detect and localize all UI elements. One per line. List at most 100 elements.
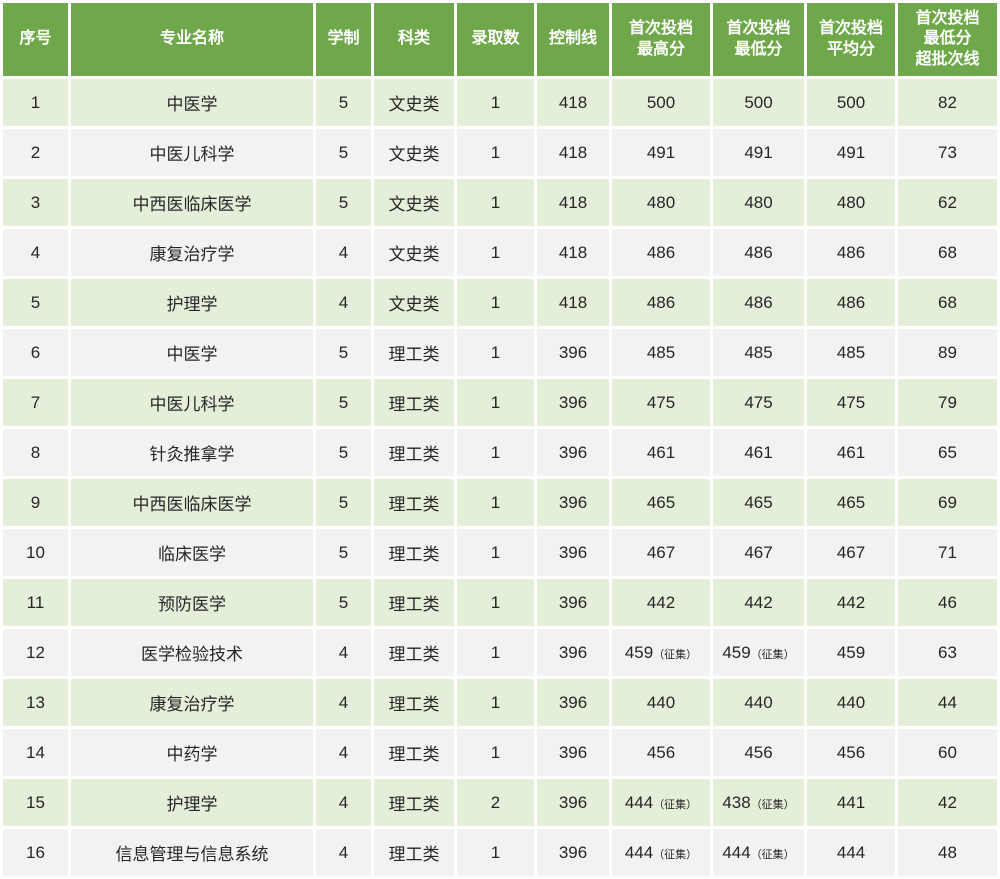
cell-serial: 2 (3, 129, 68, 176)
cell-major-name: 中西医临床医学 (71, 179, 313, 226)
supplementary-note: （征集） (750, 798, 795, 811)
table-row: 8 针灸推拿学 5 理工类 1 396 461 461 461 65 (3, 429, 997, 476)
cell-first-avg-score: 442 (807, 579, 895, 626)
cell-first-max-score: 480 (612, 179, 710, 226)
cell-first-max-score: 461 (612, 429, 710, 476)
score-value: 456 (646, 742, 676, 762)
col-header-subject-category: 科类 (374, 3, 454, 76)
cell-admitted-count: 1 (457, 229, 534, 276)
table-row: 6 中医学 5 理工类 1 396 485 485 485 89 (3, 329, 997, 376)
cell-first-avg-score: 461 (807, 429, 895, 476)
cell-admitted-count: 1 (457, 729, 534, 776)
cell-serial: 1 (3, 79, 68, 126)
cell-subject-category: 理工类 (374, 679, 454, 726)
cell-duration: 5 (316, 329, 371, 376)
table-row: 2 中医儿科学 5 文史类 1 418 491 491 491 73 (3, 129, 997, 176)
cell-admitted-count: 1 (457, 529, 534, 576)
cell-duration: 5 (316, 129, 371, 176)
cell-subject-category: 理工类 (374, 729, 454, 776)
cell-duration: 4 (316, 629, 371, 676)
score-value: 475 (646, 392, 676, 412)
table-row: 5 护理学 4 文史类 1 418 486 486 486 68 (3, 279, 997, 326)
cell-admitted-count: 2 (457, 779, 534, 826)
cell-first-min-score: 440 (713, 679, 804, 726)
cell-over-batch-line: 73 (898, 129, 997, 176)
score-value: 440 (744, 692, 773, 712)
cell-over-batch-line: 60 (898, 729, 997, 776)
cell-major-name: 中医儿科学 (71, 129, 313, 176)
cell-first-min-score: 465 (713, 479, 804, 526)
header-row: 序号 专业名称 学制 科类 录取数 控制线 首次投档 最高分 首次投档 最低分 … (3, 3, 997, 76)
cell-control-line: 396 (537, 679, 609, 726)
cell-admitted-count: 1 (457, 329, 534, 376)
cell-duration: 4 (316, 779, 371, 826)
cell-control-line: 396 (537, 579, 609, 626)
cell-first-avg-score: 444 (807, 829, 895, 876)
cell-serial: 8 (3, 429, 68, 476)
score-value: 459 (624, 642, 654, 662)
cell-over-batch-line: 44 (898, 679, 997, 726)
score-value: 467 (744, 542, 773, 562)
cell-control-line: 396 (537, 479, 609, 526)
cell-major-name: 康复治疗学 (71, 679, 313, 726)
cell-first-avg-score: 467 (807, 529, 895, 576)
cell-over-batch-line: 62 (898, 179, 997, 226)
cell-control-line: 396 (537, 829, 609, 876)
score-value: 485 (744, 342, 773, 362)
cell-serial: 7 (3, 379, 68, 426)
cell-subject-category: 理工类 (374, 379, 454, 426)
cell-first-avg-score: 491 (807, 129, 895, 176)
table-row: 4 康复治疗学 4 文史类 1 418 486 486 486 68 (3, 229, 997, 276)
cell-over-batch-line: 63 (898, 629, 997, 676)
cell-first-avg-score: 459 (807, 629, 895, 676)
cell-subject-category: 理工类 (374, 829, 454, 876)
cell-major-name: 医学检验技术 (71, 629, 313, 676)
cell-serial: 13 (3, 679, 68, 726)
cell-admitted-count: 1 (457, 79, 534, 126)
score-value: 465 (646, 492, 676, 512)
cell-subject-category: 文史类 (374, 229, 454, 276)
cell-major-name: 中医学 (71, 79, 313, 126)
cell-first-avg-score: 465 (807, 479, 895, 526)
cell-serial: 15 (3, 779, 68, 826)
table-row: 13 康复治疗学 4 理工类 1 396 440 440 440 44 (3, 679, 997, 726)
cell-first-min-score: 467 (713, 529, 804, 576)
cell-major-name: 信息管理与信息系统 (71, 829, 313, 876)
cell-admitted-count: 1 (457, 579, 534, 626)
cell-control-line: 418 (537, 79, 609, 126)
cell-first-min-score: 456 (713, 729, 804, 776)
cell-over-batch-line: 68 (898, 279, 997, 326)
cell-admitted-count: 1 (457, 479, 534, 526)
col-header-over-batch-line: 首次投档 最低分 超批次线 (898, 3, 997, 76)
cell-first-max-score: 440 (612, 679, 710, 726)
cell-admitted-count: 1 (457, 629, 534, 676)
score-value: 480 (646, 192, 676, 212)
cell-control-line: 418 (537, 279, 609, 326)
cell-first-min-score: 491 (713, 129, 804, 176)
cell-first-max-score: 486 (612, 229, 710, 276)
table-row: 14 中药学 4 理工类 1 396 456 456 456 60 (3, 729, 997, 776)
cell-major-name: 中医学 (71, 329, 313, 376)
cell-major-name: 中药学 (71, 729, 313, 776)
cell-admitted-count: 1 (457, 679, 534, 726)
score-value: 442 (646, 592, 676, 612)
cell-over-batch-line: 42 (898, 779, 997, 826)
cell-first-min-score: 486 (713, 279, 804, 326)
cell-duration: 4 (316, 729, 371, 776)
cell-over-batch-line: 89 (898, 329, 997, 376)
cell-subject-category: 理工类 (374, 529, 454, 576)
cell-first-avg-score: 440 (807, 679, 895, 726)
score-value: 486 (646, 292, 676, 312)
score-value: 500 (646, 92, 676, 112)
table-row: 16 信息管理与信息系统 4 理工类 1 396 444（征集） 444（征集） 444 48 (3, 829, 997, 876)
col-header-duration: 学制 (316, 3, 371, 76)
cell-serial: 5 (3, 279, 68, 326)
col-header-control-line: 控制线 (537, 3, 609, 76)
cell-serial: 6 (3, 329, 68, 376)
cell-first-min-score: 461 (713, 429, 804, 476)
cell-control-line: 418 (537, 229, 609, 276)
score-value: 444 (722, 842, 751, 862)
cell-over-batch-line: 65 (898, 429, 997, 476)
cell-duration: 5 (316, 579, 371, 626)
